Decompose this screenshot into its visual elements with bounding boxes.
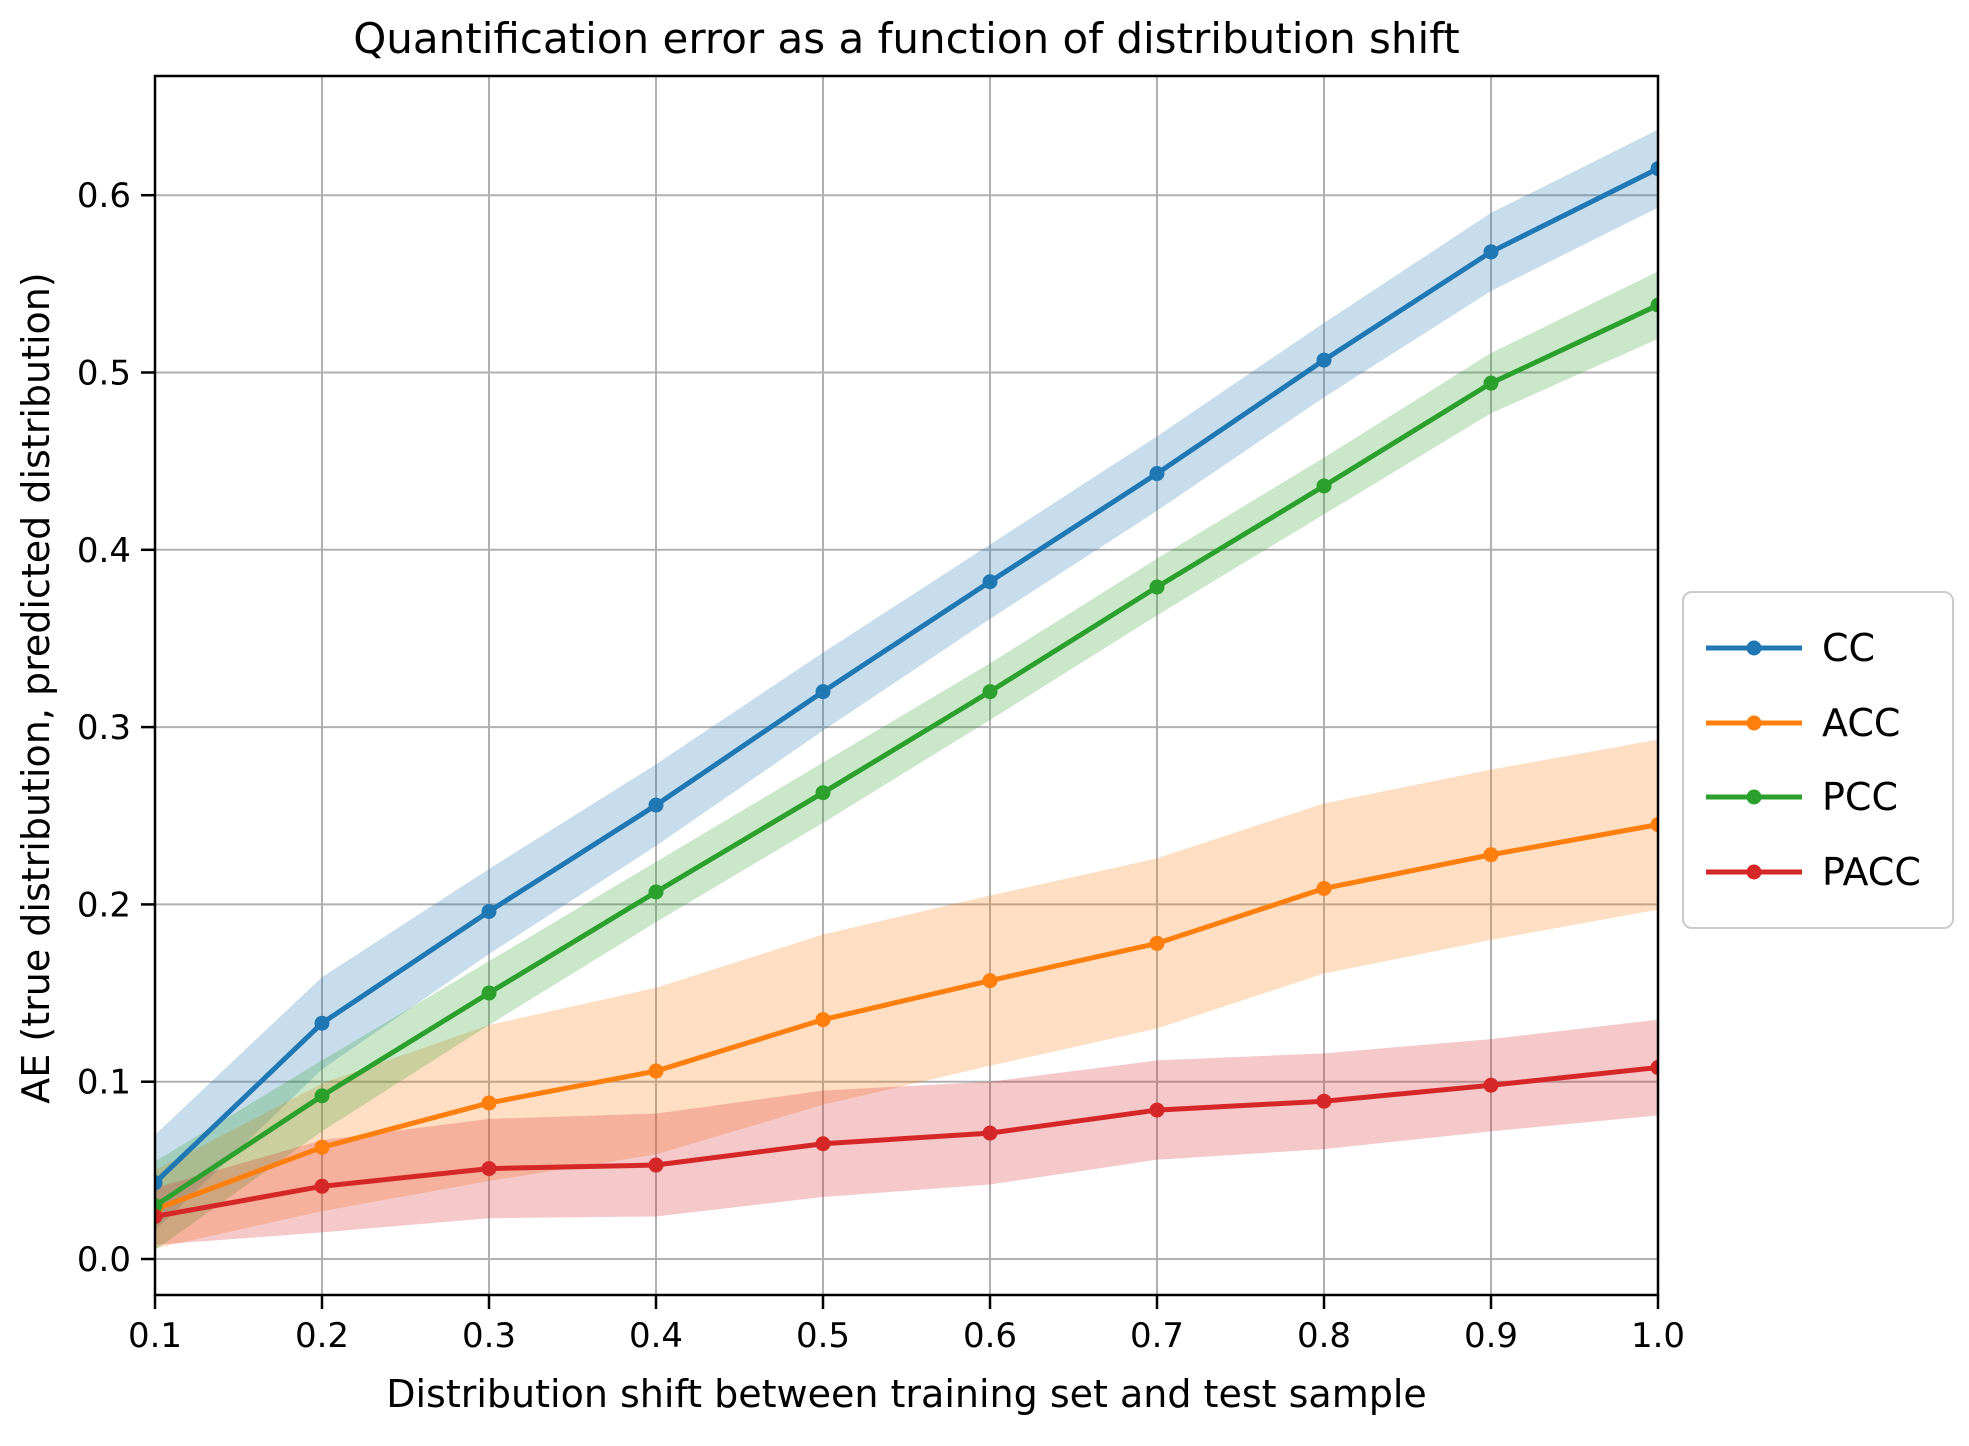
x-tick-label: 0.7	[1130, 1316, 1184, 1356]
series-marker-ACC	[982, 973, 998, 989]
legend-line-icon	[1706, 715, 1802, 731]
x-tick-label: 0.2	[295, 1316, 349, 1356]
legend-item-PCC: PCC	[1704, 778, 1952, 816]
legend: CC ACC PCC PACC	[1682, 591, 1954, 929]
series-marker-CC	[648, 797, 664, 813]
x-tick-label: 0.8	[1297, 1316, 1351, 1356]
series-marker-CC	[314, 1015, 330, 1031]
series-marker-ACC	[481, 1095, 497, 1111]
series-marker-ACC	[815, 1012, 831, 1028]
series-band-ACC	[155, 739, 1658, 1249]
x-tick-label: 0.1	[128, 1316, 182, 1356]
series-band-PACC	[155, 1019, 1658, 1245]
series-marker-ACC	[1149, 935, 1165, 951]
series-marker-ACC	[1650, 817, 1658, 833]
y-tick-label: 0.4	[77, 531, 131, 571]
legend-label: CC	[1822, 626, 1876, 671]
series-marker-PACC	[1149, 1102, 1165, 1118]
series-marker-ACC	[648, 1063, 664, 1079]
series-marker-PACC	[481, 1161, 497, 1177]
x-tick-label: 1.0	[1631, 1316, 1685, 1356]
y-tick-label: 0.0	[77, 1240, 131, 1280]
series-marker-CC	[1483, 244, 1499, 260]
series-marker-PACC	[155, 1208, 163, 1224]
legend-label: ACC	[1822, 700, 1901, 745]
series-marker-PCC	[481, 985, 497, 1001]
y-tick-label: 0.3	[77, 708, 131, 748]
series-marker-ACC	[1316, 880, 1332, 896]
series-marker-PCC	[1316, 478, 1332, 494]
x-tick-label: 0.4	[629, 1316, 683, 1356]
y-tick-label: 0.2	[77, 885, 131, 925]
series-marker-CC	[982, 574, 998, 590]
axes-spines	[153, 74, 1660, 1297]
series-marker-PCC	[1483, 375, 1499, 391]
series-marker-PACC	[815, 1136, 831, 1152]
series-marker-CC	[481, 903, 497, 919]
y-tick-label: 0.6	[77, 176, 131, 216]
series-marker-PACC	[1483, 1077, 1499, 1093]
series-marker-CC	[815, 684, 831, 700]
chart-title: Quantification error as a function of di…	[353, 14, 1460, 63]
series-marker-PCC	[314, 1088, 330, 1104]
series-marker-PCC	[648, 884, 664, 900]
series-marker-PACC	[648, 1157, 664, 1173]
series-marker-CC	[1316, 352, 1332, 368]
x-tick-label: 0.9	[1464, 1316, 1518, 1356]
legend-label: PACC	[1822, 849, 1921, 894]
legend-line-icon	[1706, 789, 1802, 805]
y-axis-label: AE (true distribution, predicted distrib…	[14, 272, 58, 1104]
series-line-PCC	[155, 302, 1658, 1208]
legend-item-PACC: PACC	[1704, 853, 1952, 891]
y-tick-label: 0.1	[77, 1063, 131, 1103]
series-line-PACC	[155, 1065, 1658, 1219]
series-marker-PCC	[1650, 297, 1658, 313]
x-tick-label: 0.5	[796, 1316, 850, 1356]
series-marker-CC	[155, 1175, 163, 1191]
series-marker-PCC	[1149, 579, 1165, 595]
series-band-CC	[155, 129, 1658, 1231]
y-tick-label: 0.5	[77, 354, 131, 394]
series-marker-PACC	[982, 1125, 998, 1141]
series-band-PCC	[155, 271, 1658, 1251]
series-marker-PACC	[1316, 1093, 1332, 1109]
legend-item-ACC: ACC	[1704, 704, 1952, 742]
x-tick-label: 0.6	[963, 1316, 1017, 1356]
series-line-ACC	[155, 822, 1658, 1212]
legend-label: PCC	[1822, 775, 1898, 820]
series-marker-PCC	[815, 785, 831, 801]
legend-line-icon	[1706, 640, 1802, 656]
x-tick-label: 0.3	[462, 1316, 516, 1356]
series-marker-PACC	[1650, 1060, 1658, 1076]
series-marker-PACC	[314, 1178, 330, 1194]
series-marker-PCC	[982, 684, 998, 700]
series-marker-ACC	[314, 1139, 330, 1155]
legend-item-CC: CC	[1704, 629, 1952, 667]
x-axis-label: Distribution shift between training set …	[386, 1372, 1427, 1416]
series-line-CC	[155, 166, 1658, 1185]
legend-line-icon	[1706, 864, 1802, 880]
series-marker-ACC	[1483, 847, 1499, 863]
series-marker-CC	[1149, 466, 1165, 482]
series-marker-CC	[1650, 161, 1658, 177]
